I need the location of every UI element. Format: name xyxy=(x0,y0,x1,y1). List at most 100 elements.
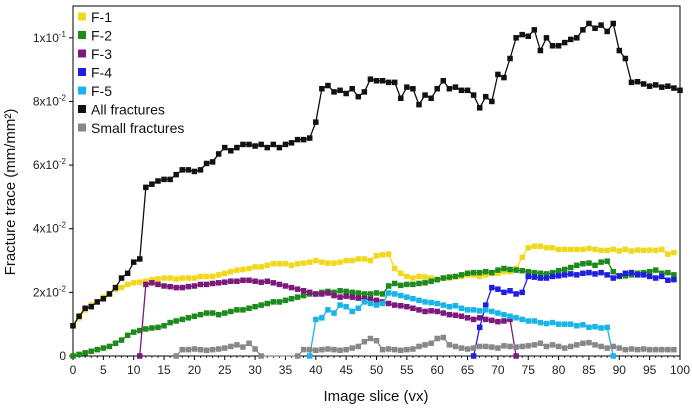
x-tick-label: 5 xyxy=(100,363,107,377)
data-point-all-fractures xyxy=(410,85,416,92)
data-point-small-fractures xyxy=(549,342,556,348)
data-point-f-3 xyxy=(294,286,301,292)
data-point-f-4 xyxy=(634,272,641,278)
data-point-f-1 xyxy=(379,252,386,258)
data-point-f-2 xyxy=(489,269,495,276)
data-point-f-4 xyxy=(659,273,665,280)
data-point-f-5 xyxy=(470,307,477,313)
data-point-f-1 xyxy=(549,245,556,251)
data-point-all-fractures xyxy=(130,259,137,265)
data-point-f-5 xyxy=(428,299,434,306)
data-point-f-3 xyxy=(513,353,519,359)
data-point-f-1 xyxy=(634,247,641,253)
x-tick-label: 75 xyxy=(522,363,536,377)
data-point-f-2 xyxy=(179,316,186,323)
data-point-f-5 xyxy=(458,305,465,312)
legend-label-small-fractures: Small fractures xyxy=(91,120,184,136)
data-point-all-fractures xyxy=(191,168,198,175)
data-point-small-fractures xyxy=(373,337,380,344)
data-point-all-fractures xyxy=(288,140,295,146)
data-point-f-1 xyxy=(616,248,623,254)
data-point-f-3 xyxy=(203,281,210,288)
data-point-all-fractures xyxy=(622,55,629,62)
data-point-all-fractures xyxy=(537,47,544,54)
y-tick-exponent: -2 xyxy=(59,157,67,166)
data-point-f-1 xyxy=(325,260,331,266)
data-point-f-3 xyxy=(149,280,155,286)
data-point-f-2 xyxy=(665,269,671,276)
data-point-f-2 xyxy=(222,310,228,316)
data-point-f-2 xyxy=(300,292,307,299)
data-point-small-fractures xyxy=(173,353,179,359)
data-point-f-2 xyxy=(604,258,610,264)
data-point-f-2 xyxy=(422,280,428,286)
y-tick-label: 0 xyxy=(59,349,66,363)
data-point-f-4 xyxy=(604,272,610,278)
data-point-f-2 xyxy=(228,308,234,315)
data-point-f-2 xyxy=(252,303,258,310)
data-point-f-3 xyxy=(337,294,343,300)
data-point-f-3 xyxy=(167,283,173,290)
series-line-f-1 xyxy=(72,245,675,327)
data-point-all-fractures xyxy=(379,78,386,84)
data-point-f-1 xyxy=(416,273,422,280)
data-point-small-fractures xyxy=(179,346,186,353)
data-point-f-4 xyxy=(628,269,635,276)
data-point-f-1 xyxy=(495,270,501,277)
data-point-f-1 xyxy=(604,247,610,254)
data-point-all-fractures xyxy=(470,92,477,98)
data-point-f-5 xyxy=(525,318,531,324)
data-point-small-fractures xyxy=(222,345,228,351)
data-point-f-3 xyxy=(483,316,489,323)
data-point-small-fractures xyxy=(604,345,610,351)
data-point-f-2 xyxy=(276,299,283,305)
data-point-all-fractures xyxy=(652,82,659,88)
data-point-all-fractures xyxy=(185,167,192,173)
data-point-all-fractures xyxy=(507,55,513,62)
data-point-f-2 xyxy=(586,260,592,266)
data-point-small-fractures xyxy=(191,346,198,352)
data-point-f-3 xyxy=(319,291,325,297)
data-point-f-3 xyxy=(464,315,471,321)
data-point-f-2 xyxy=(416,280,422,287)
y-tick-mantissa: 2x10 xyxy=(33,285,59,299)
data-point-all-fractures xyxy=(428,95,434,102)
data-point-f-2 xyxy=(464,270,471,277)
data-point-f-1 xyxy=(288,262,295,269)
data-point-f-5 xyxy=(391,291,398,297)
data-point-f-3 xyxy=(416,307,422,313)
data-point-f-1 xyxy=(567,246,574,253)
data-point-f-5 xyxy=(306,353,313,359)
data-point-f-2 xyxy=(270,299,277,305)
data-point-small-fractures xyxy=(410,346,416,352)
data-point-f-3 xyxy=(476,315,483,321)
data-point-small-fractures xyxy=(598,343,604,350)
data-point-f-4 xyxy=(652,275,659,281)
data-point-f-5 xyxy=(610,353,616,359)
data-point-small-fractures xyxy=(634,346,641,353)
data-point-all-fractures xyxy=(240,141,246,148)
data-point-f-2 xyxy=(118,337,125,343)
data-point-f-1 xyxy=(519,254,525,261)
data-point-all-fractures xyxy=(416,101,422,108)
data-point-f-5 xyxy=(313,316,319,323)
data-point-small-fractures xyxy=(489,344,495,350)
data-point-f-3 xyxy=(501,318,507,324)
data-point-f-1 xyxy=(118,284,125,291)
data-point-all-fractures xyxy=(519,31,525,38)
data-point-f-3 xyxy=(264,278,270,284)
data-point-small-fractures xyxy=(391,346,398,353)
data-point-small-fractures xyxy=(361,338,368,345)
data-point-f-1 xyxy=(252,264,258,270)
data-point-f-5 xyxy=(574,323,580,329)
data-point-f-5 xyxy=(555,321,562,327)
data-point-f-2 xyxy=(82,350,88,356)
data-point-small-fractures xyxy=(367,335,374,342)
data-point-f-3 xyxy=(228,278,234,284)
data-point-all-fractures xyxy=(228,148,234,154)
data-point-f-2 xyxy=(452,273,459,280)
data-point-f-3 xyxy=(470,316,477,323)
data-point-small-fractures xyxy=(228,343,234,350)
data-point-f-2 xyxy=(355,290,362,296)
